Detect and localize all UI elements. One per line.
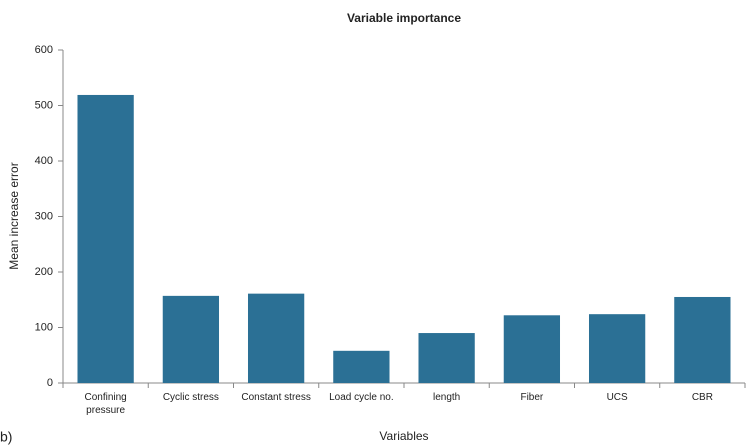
y-tick-label: 400 — [35, 155, 53, 167]
x-tick-label: CBR — [691, 392, 713, 403]
y-axis-label: Mean increase error — [7, 162, 21, 269]
y-tick-label: 100 — [35, 321, 53, 333]
x-tick-label: Load cycle no. — [329, 392, 394, 403]
bar — [418, 333, 475, 383]
bar — [162, 295, 220, 383]
x-tick-label: Constant stress — [241, 392, 311, 403]
chart-title: Variable importance — [347, 11, 461, 25]
bar — [247, 293, 305, 383]
y-tick-label: 0 — [47, 377, 53, 389]
bar — [77, 94, 134, 383]
bar — [503, 315, 561, 383]
x-tick-label: Cyclic stress — [162, 392, 219, 403]
x-tick-label: length — [433, 392, 461, 403]
panel-label: b) — [0, 429, 12, 445]
x-tick-label: Confining pressure — [84, 392, 127, 416]
bar — [674, 296, 731, 383]
y-tick-label: 300 — [35, 210, 53, 222]
bar — [588, 314, 646, 383]
bar — [333, 350, 390, 383]
x-axis-label: Variables — [379, 429, 428, 443]
x-tick-label: Fiber — [520, 392, 544, 403]
y-tick-label: 200 — [35, 266, 53, 278]
y-tick-label: 500 — [35, 99, 53, 111]
x-tick-label: UCS — [606, 392, 628, 403]
y-tick-label: 600 — [35, 44, 53, 56]
